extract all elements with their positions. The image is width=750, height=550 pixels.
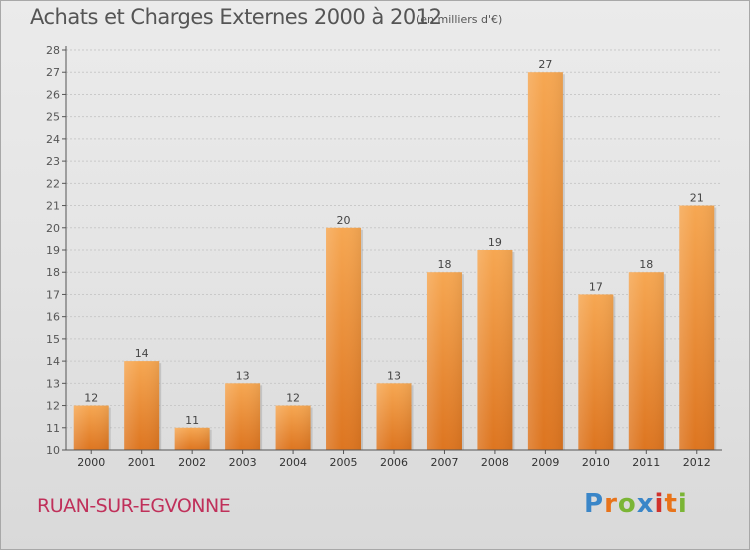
y-tick-label: 18 bbox=[46, 266, 60, 279]
y-tick-label: 21 bbox=[46, 200, 60, 213]
bar-shine bbox=[477, 250, 513, 450]
bars: 12 14 11 13 12 20 13 18 19 27 17 18 21 bbox=[73, 58, 717, 450]
y-tick-label: 24 bbox=[46, 133, 60, 146]
axes: 10 11 12 13 14 15 16 17 18 19 20 21 22 23 24 25 26 27 28 20… bbox=[46, 44, 722, 469]
x-tick-label: 2006 bbox=[380, 456, 408, 469]
bar-value-label: 11 bbox=[185, 414, 199, 427]
x-tick-label: 2001 bbox=[128, 456, 156, 469]
y-tick-label: 11 bbox=[46, 422, 60, 435]
bar-value-label: 12 bbox=[286, 392, 300, 405]
bar-value-label: 27 bbox=[538, 58, 552, 71]
y-tick-label: 13 bbox=[46, 377, 60, 390]
logo-letter: o bbox=[617, 489, 637, 519]
bar-value-label: 17 bbox=[589, 280, 603, 293]
logo-letter: x bbox=[636, 489, 655, 519]
y-tick-label: 23 bbox=[46, 155, 60, 168]
bar-shine bbox=[527, 72, 563, 450]
chart-subtitle: (en milliers d'€) bbox=[416, 13, 503, 26]
x-tick-label: 2012 bbox=[683, 456, 711, 469]
y-tick-label: 20 bbox=[46, 222, 60, 235]
y-tick-label: 19 bbox=[46, 244, 60, 257]
bar-shine bbox=[326, 227, 362, 450]
y-tick-label: 26 bbox=[46, 88, 60, 101]
y-tick-label: 14 bbox=[46, 355, 60, 368]
x-tick-label: 2000 bbox=[77, 456, 105, 469]
x-tick-label: 2008 bbox=[481, 456, 509, 469]
y-tick-label: 10 bbox=[46, 444, 60, 457]
bar-value-label: 13 bbox=[236, 369, 250, 382]
logo-letter: i bbox=[654, 489, 665, 519]
bar-value-label: 18 bbox=[437, 258, 451, 271]
bar-value-label: 21 bbox=[690, 192, 704, 205]
y-tick-label: 12 bbox=[46, 400, 60, 413]
bar-shine bbox=[124, 361, 160, 450]
bar-shine bbox=[225, 383, 261, 450]
y-tick-label: 16 bbox=[46, 311, 60, 324]
bar-shine bbox=[275, 405, 311, 450]
x-tick-label: 2011 bbox=[632, 456, 660, 469]
bar-shine bbox=[426, 272, 462, 450]
bar-shine bbox=[174, 427, 210, 450]
y-tick-label: 28 bbox=[46, 44, 60, 57]
logo-letter: P bbox=[584, 489, 605, 519]
logo-letter: i bbox=[677, 489, 688, 519]
y-tick-label: 22 bbox=[46, 177, 60, 190]
bar-value-label: 19 bbox=[488, 236, 502, 249]
y-tick-label: 17 bbox=[46, 288, 60, 301]
logo-letter: t bbox=[664, 489, 678, 519]
bar-value-label: 20 bbox=[337, 214, 351, 227]
y-tick-label: 25 bbox=[46, 111, 60, 124]
y-tick-label: 27 bbox=[46, 66, 60, 79]
bar-shine bbox=[628, 272, 664, 450]
x-tick-label: 2004 bbox=[279, 456, 307, 469]
bar-value-label: 18 bbox=[639, 258, 653, 271]
bar-shine bbox=[679, 205, 715, 450]
chart-title: Achats et Charges Externes 2000 à 2012 bbox=[30, 5, 442, 29]
bar-value-label: 14 bbox=[135, 347, 149, 360]
bar-shine bbox=[578, 294, 614, 450]
x-tick-label: 2010 bbox=[582, 456, 610, 469]
commune-name: RUAN-SUR-EGVONNE bbox=[37, 495, 231, 517]
bar-value-label: 12 bbox=[84, 392, 98, 405]
bar-shine bbox=[73, 405, 109, 450]
bar-shine bbox=[376, 383, 412, 450]
bar-value-label: 13 bbox=[387, 369, 401, 382]
x-tick-label: 2005 bbox=[330, 456, 358, 469]
logo-letter: r bbox=[604, 489, 618, 519]
x-tick-label: 2002 bbox=[178, 456, 206, 469]
x-tick-label: 2009 bbox=[531, 456, 559, 469]
x-tick-label: 2003 bbox=[229, 456, 257, 469]
y-tick-label: 15 bbox=[46, 333, 60, 346]
x-tick-label: 2007 bbox=[430, 456, 458, 469]
proxiti-logo: Proxiti bbox=[584, 489, 688, 519]
